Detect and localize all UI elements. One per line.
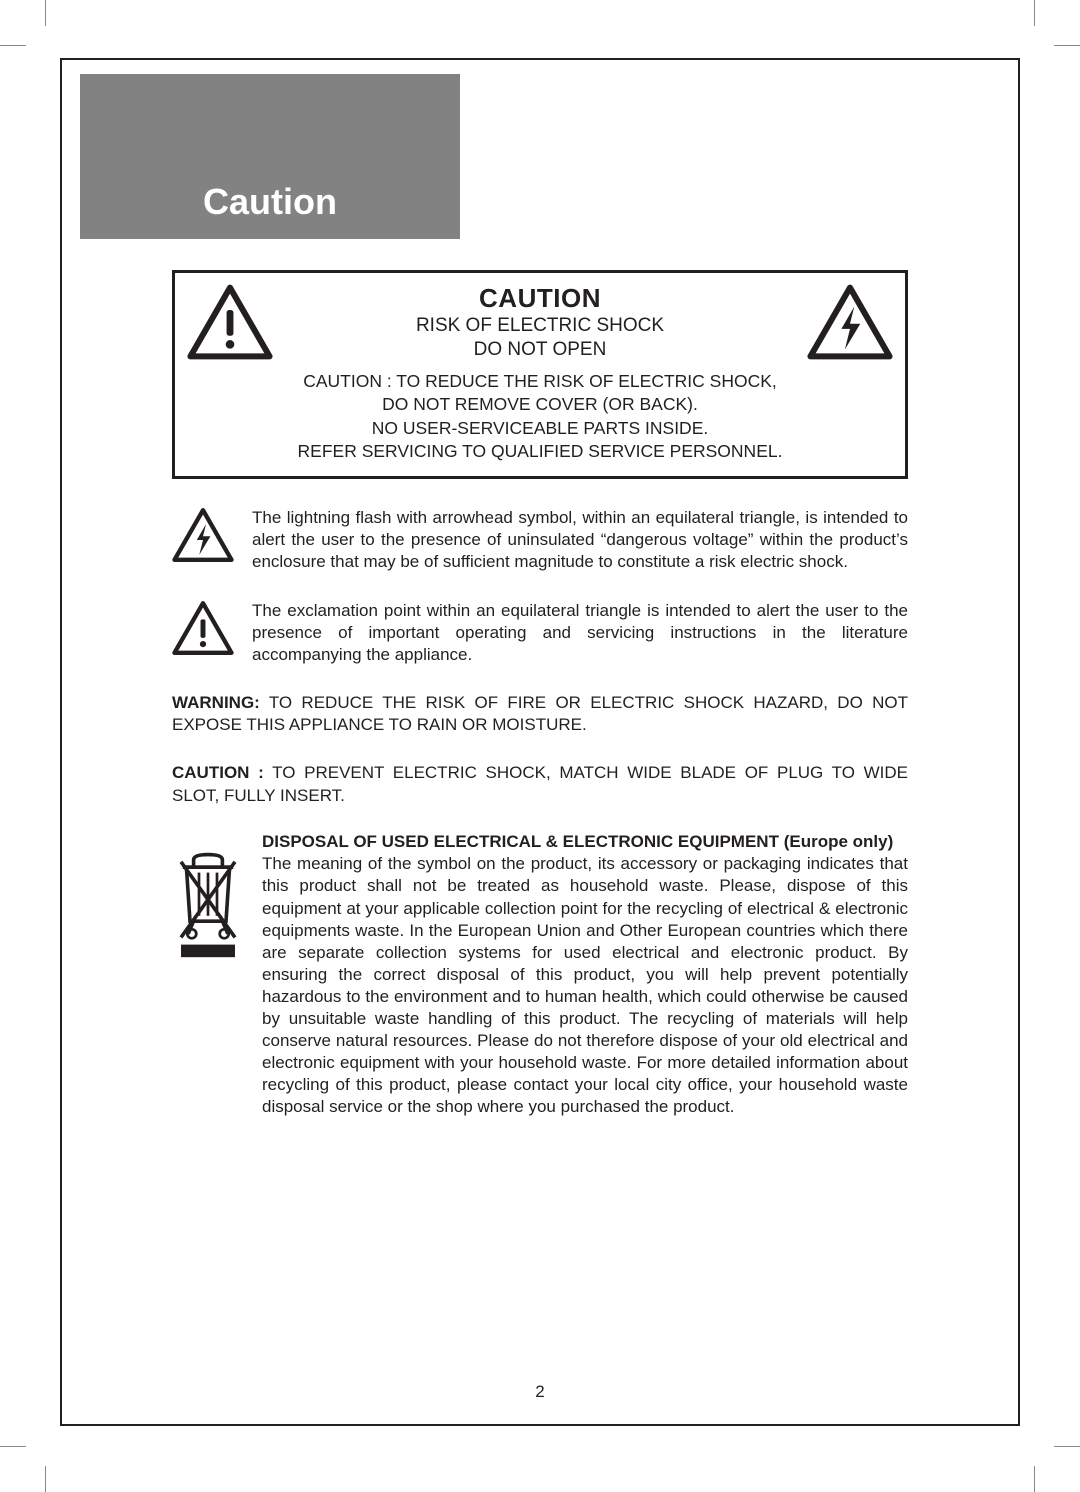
caution-box-top-row: CAUTION RISK OF ELECTRIC SHOCK DO NOT OP… bbox=[187, 283, 893, 362]
content-area: CAUTION RISK OF ELECTRIC SHOCK DO NOT OP… bbox=[172, 270, 908, 1118]
weee-bin-icon bbox=[172, 851, 244, 959]
lightning-triangle-icon bbox=[807, 284, 893, 360]
lightning-description-text: The lightning flash with arrowhead symbo… bbox=[252, 507, 908, 572]
caution-subline-2: DO NOT OPEN bbox=[283, 338, 797, 362]
caution-body-line: REFER SERVICING TO QUALIFIED SERVICE PER… bbox=[187, 440, 893, 464]
page-frame: Caution CAUTION RISK OF ELECTRIC SHOCK D… bbox=[60, 58, 1020, 1426]
caution-heading: CAUTION bbox=[283, 283, 797, 314]
lightning-description-row: The lightning flash with arrowhead symbo… bbox=[172, 507, 908, 572]
section-title: Caution bbox=[203, 181, 337, 223]
caution-body-line: NO USER-SERVICEABLE PARTS INSIDE. bbox=[187, 417, 893, 441]
caution-plug-text: TO PREVENT ELECTRIC SHOCK, MATCH WIDE BL… bbox=[172, 763, 908, 804]
exclamation-description-text: The exclamation point within an equilate… bbox=[252, 600, 908, 665]
disposal-text-block: DISPOSAL OF USED ELECTRICAL & ELECTRONIC… bbox=[262, 831, 908, 1118]
caution-body-line: CAUTION : TO REDUCE THE RISK OF ELECTRIC… bbox=[187, 370, 893, 394]
section-header-band: Caution bbox=[80, 74, 460, 239]
page-number: 2 bbox=[62, 1382, 1018, 1402]
caution-box: CAUTION RISK OF ELECTRIC SHOCK DO NOT OP… bbox=[172, 270, 908, 479]
exclamation-description-row: The exclamation point within an equilate… bbox=[172, 600, 908, 665]
disposal-body: The meaning of the symbol on the product… bbox=[262, 853, 908, 1118]
warning-text: TO REDUCE THE RISK OF FIRE OR ELECTRIC S… bbox=[172, 693, 908, 734]
disposal-section: DISPOSAL OF USED ELECTRICAL & ELECTRONIC… bbox=[172, 831, 908, 1118]
lightning-triangle-icon bbox=[172, 507, 234, 563]
caution-subline-1: RISK OF ELECTRIC SHOCK bbox=[283, 314, 797, 338]
caution-plug-label: CAUTION : bbox=[172, 763, 264, 782]
caution-box-center: CAUTION RISK OF ELECTRIC SHOCK DO NOT OP… bbox=[283, 283, 797, 362]
caution-plug-paragraph: CAUTION : TO PREVENT ELECTRIC SHOCK, MAT… bbox=[172, 762, 908, 807]
disposal-title: DISPOSAL OF USED ELECTRICAL & ELECTRONIC… bbox=[262, 831, 908, 853]
exclamation-triangle-icon bbox=[187, 284, 273, 360]
exclamation-triangle-icon bbox=[172, 600, 234, 656]
caution-box-body: CAUTION : TO REDUCE THE RISK OF ELECTRIC… bbox=[187, 370, 893, 465]
caution-body-line: DO NOT REMOVE COVER (OR BACK). bbox=[187, 393, 893, 417]
warning-label: WARNING: bbox=[172, 693, 260, 712]
warning-paragraph: WARNING: TO REDUCE THE RISK OF FIRE OR E… bbox=[172, 692, 908, 737]
